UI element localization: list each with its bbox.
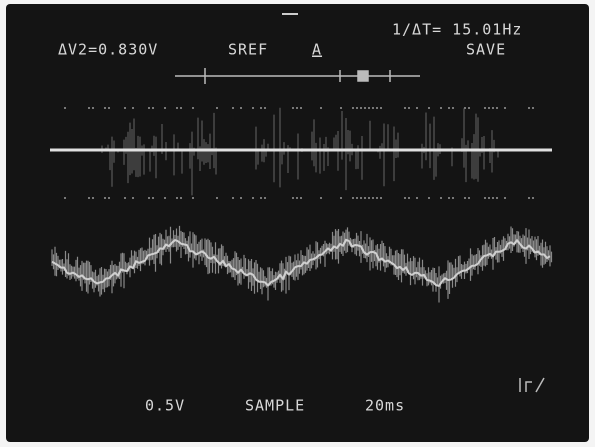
trigger-icon xyxy=(519,377,545,393)
cursor-marker xyxy=(357,70,369,82)
traces xyxy=(50,107,553,303)
acquisition-mode: SAMPLE xyxy=(245,397,305,415)
reference-label: SREF xyxy=(228,41,268,59)
volts-per-div: 0.5V xyxy=(145,397,185,415)
time-per-div: 20ms xyxy=(365,397,405,415)
channel-label: A xyxy=(312,41,322,59)
mode-label: SAVE xyxy=(466,41,506,59)
triangle-trace xyxy=(51,238,551,288)
cursor-bar xyxy=(175,68,420,84)
frequency-readout: 1/ΔT= 15.01Hz xyxy=(392,21,522,39)
display xyxy=(6,4,589,442)
dot-row xyxy=(64,107,534,199)
delta-voltage: ΔV2=0.830V xyxy=(58,41,158,59)
